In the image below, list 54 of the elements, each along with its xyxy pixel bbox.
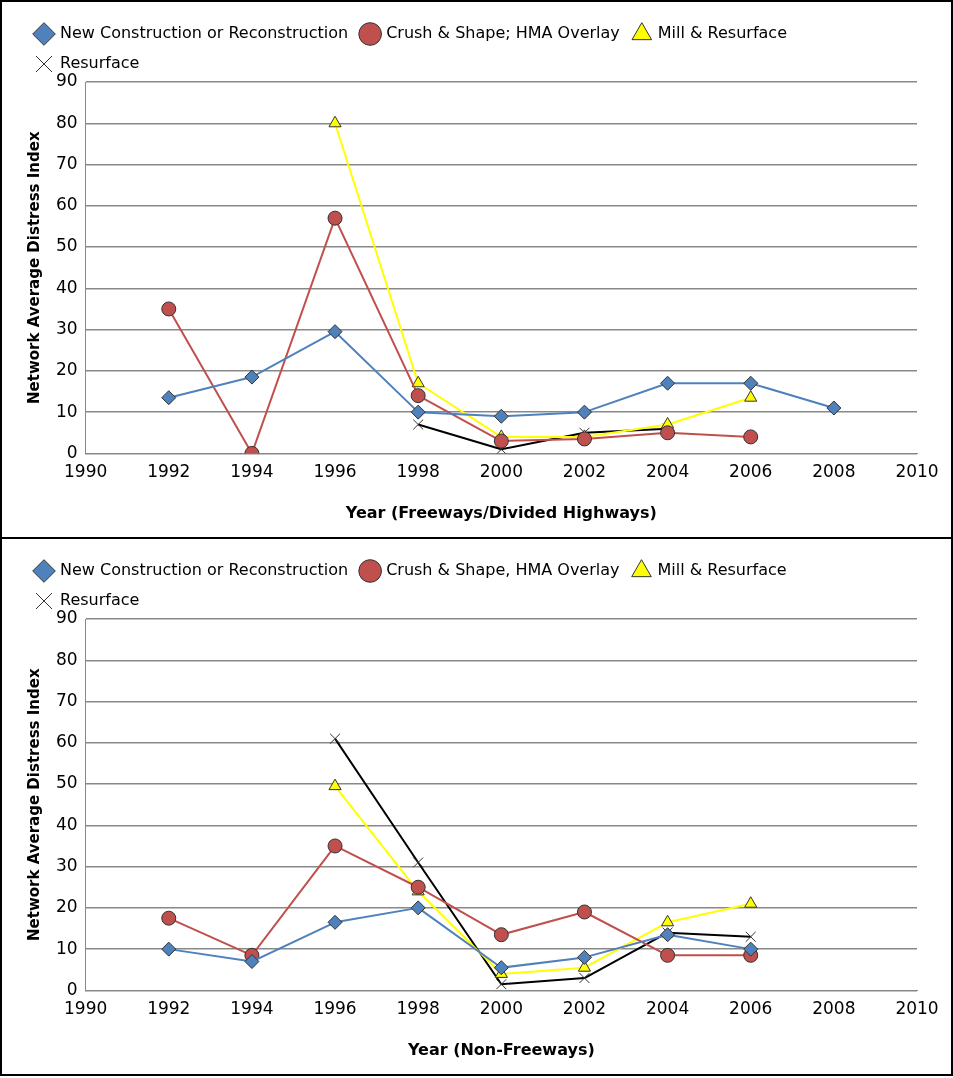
y-tick-label: 10 xyxy=(55,400,78,421)
x-tick-label: 1992 xyxy=(147,461,191,482)
y-tick-label: 30 xyxy=(55,855,78,876)
x-tick-label: 2000 xyxy=(479,461,523,482)
y-tick-label: 50 xyxy=(55,235,78,256)
x-tick-label: 1990 xyxy=(64,998,108,1019)
x-tick-label: 2004 xyxy=(645,998,690,1019)
x-tick-label: 2002 xyxy=(562,461,607,482)
x-axis-title: Year (Freeways/Divided Highways) xyxy=(344,502,657,522)
legend-label: Mill & Resurface xyxy=(657,23,787,43)
x-tick-label: 1994 xyxy=(230,461,274,482)
x-tick-label: 1996 xyxy=(313,998,357,1019)
x-tick-label: 1998 xyxy=(396,998,440,1019)
legend-label: Crush & Shape; HMA Overlay xyxy=(386,23,620,43)
x-axis-title: Year (Non-Freeways) xyxy=(406,1039,595,1059)
x-tick-label: 2008 xyxy=(812,461,856,482)
y-tick-label: 30 xyxy=(55,318,78,339)
y-tick-label: 80 xyxy=(55,648,78,669)
legend-label: Resurface xyxy=(60,590,140,610)
y-tick-label: 0 xyxy=(66,978,78,999)
y-tick-label: 80 xyxy=(55,111,78,132)
y-tick-label: 50 xyxy=(55,772,78,793)
legend-label: New Construction or Reconstruction xyxy=(60,560,349,580)
x-tick-label: 1992 xyxy=(147,998,191,1019)
y-tick-label: 90 xyxy=(55,70,78,91)
y-tick-label: 70 xyxy=(55,152,78,173)
y-tick-label: 20 xyxy=(55,896,78,917)
y-tick-label: 10 xyxy=(55,937,78,958)
y-tick-label: 40 xyxy=(55,276,78,297)
y-tick-label: 90 xyxy=(55,607,78,628)
y-tick-label: 60 xyxy=(55,731,78,752)
x-tick-label: 2006 xyxy=(729,998,773,1019)
legend-label: Mill & Resurface xyxy=(657,560,787,580)
legend-label: New Construction or Reconstruction xyxy=(60,23,349,43)
legend-label: Resurface xyxy=(60,53,140,73)
y-tick-label: 20 xyxy=(55,359,78,380)
y-tick-label: 70 xyxy=(55,689,78,710)
x-tick-label: 2004 xyxy=(645,461,690,482)
x-tick-label: 1996 xyxy=(313,461,357,482)
y-axis-title: Network Average Distress Index xyxy=(24,131,43,404)
y-tick-label: 0 xyxy=(66,441,78,462)
x-tick-label: 2006 xyxy=(729,461,773,482)
x-tick-label: 2010 xyxy=(895,461,939,482)
legend-label: Crush & Shape, HMA Overlay xyxy=(386,560,620,580)
x-tick-label: 2002 xyxy=(562,998,607,1019)
y-tick-label: 40 xyxy=(55,813,78,834)
y-axis-title: Network Average Distress Index xyxy=(24,668,43,941)
x-tick-label: 2008 xyxy=(812,998,856,1019)
y-tick-label: 60 xyxy=(55,194,78,215)
x-tick-label: 2000 xyxy=(479,998,523,1019)
x-tick-label: 1998 xyxy=(396,461,440,482)
x-tick-label: 1990 xyxy=(64,461,108,482)
x-tick-label: 2010 xyxy=(895,998,939,1019)
x-tick-label: 1994 xyxy=(230,998,274,1019)
